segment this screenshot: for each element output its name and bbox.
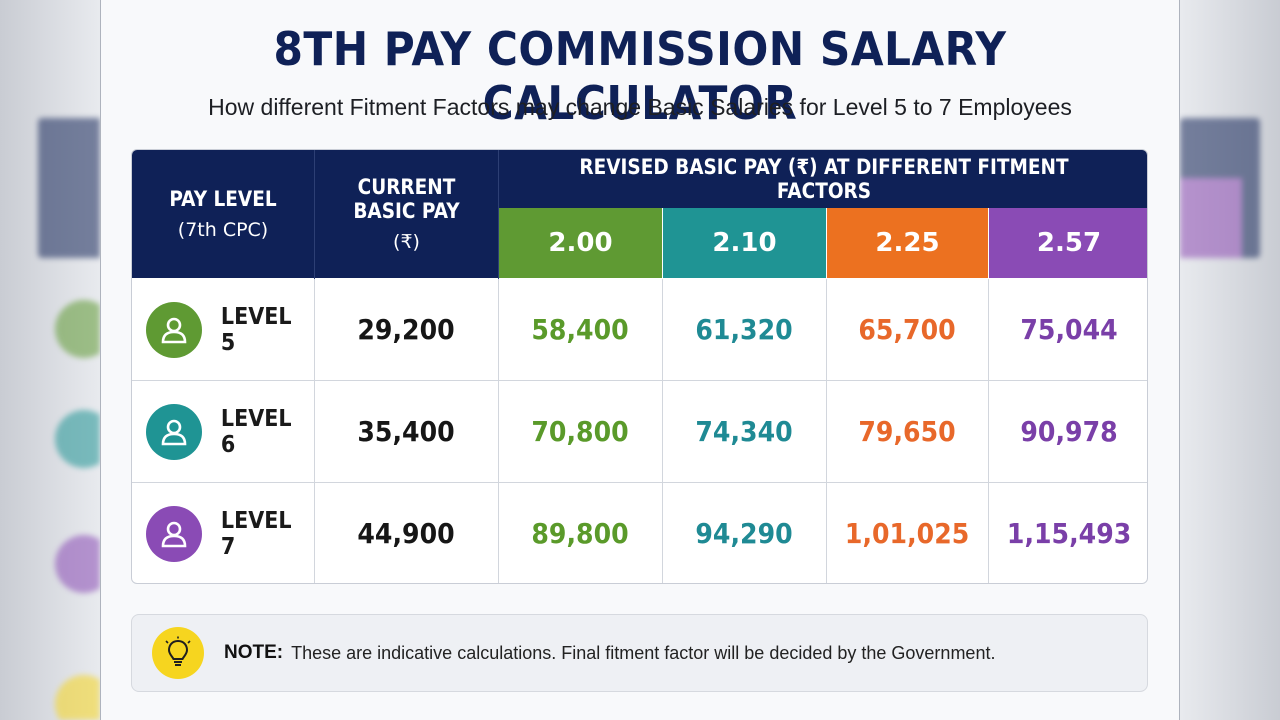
column-divider [988,279,989,583]
note-box: NOTE: These are indicative calculations.… [131,614,1148,692]
revised-value-2-00: 70,800 [531,415,630,448]
level-label: LEVEL 6 [220,405,292,458]
revised-value-2-10: 94,290 [695,517,794,550]
level-cell: LEVEL 7 [132,483,314,583]
header-pay-level-sub: (7th CPC) [177,219,269,241]
user-icon [146,301,202,358]
table-row-level-7: LEVEL 7 44,900 89,800 94,290 1,01,025 1,… [132,483,1147,583]
column-divider [314,279,315,583]
revised-value-2-00: 58,400 [531,313,630,346]
calculator-card: 8TH PAY COMMISSION SALARY CALCULATOR How… [100,0,1180,720]
revised-value-2-10: 74,340 [695,415,794,448]
level-cell: LEVEL 5 [132,279,314,380]
column-divider [498,279,499,583]
blurred-left-edge [0,0,100,720]
factor-header-2-57: 2.57 [989,208,1147,278]
note-text: These are indicative calculations. Final… [291,642,996,663]
column-divider [662,279,663,583]
factor-header-2-00: 2.00 [499,208,662,278]
factor-header-2-25: 2.25 [827,208,988,278]
revised-value-2-25: 1,01,025 [845,517,970,550]
factor-header-2-10: 2.10 [663,208,826,278]
revised-value-2-57: 90,978 [1020,415,1118,448]
revised-value-2-57: 75,044 [1020,313,1118,346]
user-icon [146,403,202,460]
header-current-basic-label: CURRENT BASIC PAY [353,175,460,223]
header-revised: REVISED BASIC PAY (₹) AT DIFFERENT FITME… [499,150,1147,208]
table-row-level-6: LEVEL 6 35,400 70,800 74,340 79,650 90,9… [132,381,1147,482]
blurred-right-edge [1180,0,1280,720]
header-current-basic-sub: (₹) [393,231,420,253]
header-divider [314,150,315,279]
header-pay-level: PAY LEVEL (7th CPC) [132,150,314,278]
table-row-level-5: LEVEL 5 29,200 58,400 61,320 65,700 75,0… [132,279,1147,380]
note-label: NOTE: [224,642,284,663]
revised-value-2-10: 61,320 [695,313,794,346]
revised-value-2-57: 1,15,493 [1006,517,1132,550]
page-title: 8TH PAY COMMISSION SALARY CALCULATOR [273,22,1007,130]
user-icon [146,505,202,562]
revised-value-2-25: 79,650 [858,415,957,448]
header-pay-level-label: PAY LEVEL [169,187,277,211]
page-subtitle: How different Fitment Factors may change… [208,94,1072,120]
level-cell: LEVEL 6 [132,381,314,482]
revised-value-2-25: 65,700 [858,313,957,346]
current-basic-value: 29,200 [357,313,456,346]
level-label: LEVEL 7 [220,507,292,560]
row-divider [132,380,1147,381]
revised-value-2-00: 89,800 [531,517,630,550]
lightbulb-icon [152,627,204,679]
header-revised-label: REVISED BASIC PAY (₹) AT DIFFERENT FITME… [579,155,1069,203]
row-divider [132,482,1147,483]
header-current-basic: CURRENT BASIC PAY (₹) [315,150,498,278]
current-basic-value: 44,900 [357,517,456,550]
level-label: LEVEL 5 [220,303,292,356]
current-basic-value: 35,400 [357,415,456,448]
column-divider [826,279,827,583]
salary-table: PAY LEVEL (7th CPC) CURRENT BASIC PAY (₹… [131,149,1148,584]
header-divider [498,150,499,279]
